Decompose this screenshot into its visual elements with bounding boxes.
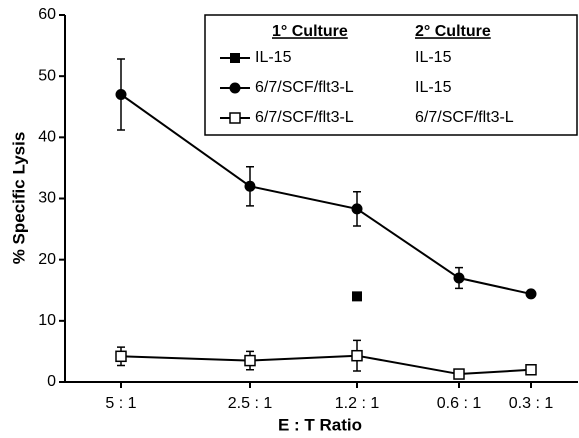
y-tick-label: 10 bbox=[38, 312, 56, 329]
point bbox=[352, 291, 362, 302]
x-tick-label: 0.3 : 1 bbox=[509, 395, 554, 412]
y-axis-label: % Specific Lysis bbox=[9, 132, 28, 265]
y-tick-label: 30 bbox=[38, 190, 56, 207]
y-tick-label: 20 bbox=[38, 251, 56, 268]
legend-label: IL-15 bbox=[415, 79, 452, 96]
point bbox=[525, 364, 537, 376]
legend-label: 6/7/SCF/flt3-L bbox=[415, 109, 514, 126]
x-tick-label: 0.6 : 1 bbox=[437, 395, 482, 412]
point bbox=[244, 180, 256, 192]
point bbox=[351, 349, 363, 362]
y-tick-label: 50 bbox=[38, 67, 56, 84]
x-tick-label: 5 : 1 bbox=[105, 395, 136, 412]
legend-marker bbox=[229, 112, 241, 124]
legend-label: 6/7/SCF/flt3-L bbox=[255, 79, 354, 96]
point bbox=[453, 368, 465, 380]
point bbox=[351, 203, 363, 215]
legend-marker bbox=[229, 82, 241, 94]
legend-label: IL-15 bbox=[255, 49, 292, 66]
y-tick-label: 40 bbox=[38, 129, 56, 146]
point bbox=[115, 350, 127, 363]
point bbox=[525, 288, 537, 300]
legend-box bbox=[204, 14, 578, 136]
legend-header: 2° Culture bbox=[415, 23, 491, 40]
x-tick-label: 1.2 : 1 bbox=[335, 395, 380, 412]
x-tick-label: 2.5 : 1 bbox=[228, 395, 273, 412]
point bbox=[244, 354, 256, 367]
legend-header: 1° Culture bbox=[272, 23, 348, 40]
point bbox=[115, 89, 127, 101]
y-tick-label: 0 bbox=[47, 373, 56, 390]
series-line bbox=[120, 354, 532, 376]
legend-label: IL-15 bbox=[415, 49, 452, 66]
legend-marker bbox=[230, 53, 240, 63]
legend-label: 6/7/SCF/flt3-L bbox=[255, 109, 354, 126]
y-tick-label: 60 bbox=[38, 6, 56, 23]
point bbox=[453, 272, 465, 284]
x-axis-label: E : T Ratio bbox=[278, 415, 362, 434]
